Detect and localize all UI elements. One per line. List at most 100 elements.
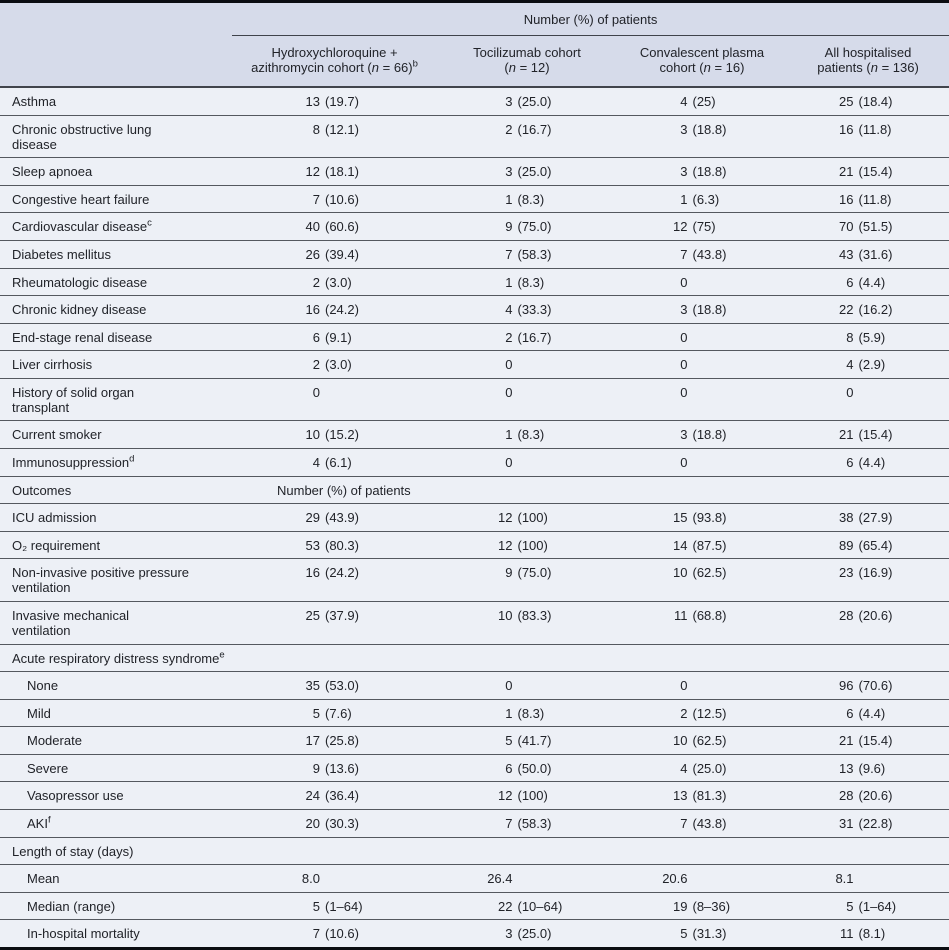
value-cell: 5 (1–64) bbox=[787, 892, 949, 921]
value-cell: 3 (25.0) bbox=[437, 157, 617, 186]
value-cell: 7 (10.6) bbox=[312, 926, 359, 942]
value-cell: 0 bbox=[232, 378, 437, 422]
row-label: Liver cirrhosis bbox=[0, 350, 232, 379]
value-cell: 16 (11.8) bbox=[787, 115, 949, 159]
table-row: ICU admission 29 (43.9) 12 (100) 15 (93.8) 38 (2… bbox=[0, 503, 949, 532]
value-cell: 12 (100) bbox=[437, 503, 617, 532]
table-row: Asthma 13 (19.7) 3 (25.0) 4 (25) 25 (18.4) bbox=[0, 87, 949, 116]
table-row: History of solid organ transplant 0 0 0 0 bbox=[0, 378, 949, 422]
table-body: Asthma 13 (19.7) 3 (25.0) 4 (25) 25 (18.4) Chroni… bbox=[0, 87, 949, 947]
value-cell: 12 (100) bbox=[437, 781, 617, 811]
value-cell: 96 (70.6) bbox=[787, 671, 949, 700]
value-cell: 0 bbox=[437, 378, 617, 422]
row-label: ICU admission bbox=[0, 503, 232, 532]
value-cell: 13 (81.3) bbox=[617, 781, 787, 811]
value-cell: 24 (36.4) bbox=[232, 781, 437, 811]
row-label: Chronic obstructive lung disease bbox=[0, 115, 232, 159]
value-cell: 0 bbox=[617, 378, 787, 422]
value-cell: 20.6 bbox=[617, 864, 787, 893]
value-cell: 0 bbox=[617, 448, 787, 477]
row-label: End-stage renal disease bbox=[0, 323, 232, 352]
row-label: History of solid organ transplant bbox=[0, 378, 232, 422]
row-label: Immunosuppressiond bbox=[0, 448, 232, 477]
table-row: In-hospital mortality 7 (10.6) 3 (25.0) 5 (31.… bbox=[0, 920, 949, 947]
value-cell: 1 (8.3) bbox=[437, 268, 617, 297]
value-cell: 2 (3.0) bbox=[232, 350, 437, 379]
row-label: None bbox=[0, 671, 232, 700]
value-cell: 2 (12.5) bbox=[617, 699, 787, 728]
value-cell: 22 (10–64) bbox=[437, 892, 617, 921]
table-row: AKIf 20 (30.3) 7 (58.3) 7 (43.8) 31 (22.8) bbox=[0, 809, 949, 838]
value-cell: 28 (20.6) bbox=[787, 781, 949, 811]
value-cell: 12 (100) bbox=[437, 531, 617, 560]
row-label: Sleep apnoea bbox=[0, 157, 232, 186]
value-cell: 26 (39.4) bbox=[232, 240, 437, 269]
value-cell: 6 (9.1) bbox=[232, 323, 437, 352]
value-cell: 3 (18.8) bbox=[617, 115, 787, 159]
value-cell: 0 bbox=[617, 323, 787, 352]
value-cell: 20 (30.3) bbox=[232, 809, 437, 838]
value-cell: 9 (13.6) bbox=[232, 754, 437, 783]
value-cell: 1 (8.3) bbox=[437, 185, 617, 214]
value-cell: 7 (43.8) bbox=[617, 809, 787, 838]
table-row: Vasopressor use 24 (36.4) 12 (100) 13 (81.3) 28… bbox=[0, 781, 949, 811]
row-label: In-hospital mortality bbox=[27, 926, 140, 942]
value-cell: 6 (50.0) bbox=[437, 754, 617, 783]
value-cell: 89 (65.4) bbox=[787, 531, 949, 560]
value-cell: 7 (43.8) bbox=[617, 240, 787, 269]
value-cell: 1 (8.3) bbox=[437, 420, 617, 450]
table-row: Chronic obstructive lung disease 8 (12.1) 2… bbox=[0, 115, 949, 159]
value-cell: 31 (22.8) bbox=[787, 809, 949, 838]
table-row: Mean 8.0 26.4 20.6 8.1 bbox=[0, 864, 949, 893]
value-cell: 10 (62.5) bbox=[617, 726, 787, 755]
row-label: AKIf bbox=[0, 809, 232, 838]
value-cell: 8.0 bbox=[232, 864, 437, 893]
value-cell: 21 (15.4) bbox=[787, 420, 949, 450]
value-cell: 25 (18.4) bbox=[787, 87, 949, 116]
row-label: Median (range) bbox=[0, 892, 232, 921]
row-label: Chronic kidney disease bbox=[0, 295, 232, 324]
row-label: Invasive mechanical ventilation bbox=[0, 601, 232, 645]
value-cell: 26.4 bbox=[437, 864, 617, 893]
spanning-header-row: Number (%) of patients bbox=[0, 3, 949, 36]
value-cell: 3 (18.8) bbox=[617, 295, 787, 324]
table-row: Immunosuppressiond 4 (6.1) 0 0 6 (4.4) bbox=[0, 448, 949, 477]
table-row: Congestive heart failure 7 (10.6) 1 (8.3) 1 (6… bbox=[0, 185, 949, 214]
value-cell: 5 (7.6) bbox=[232, 699, 437, 728]
value-cell: 0 bbox=[617, 350, 787, 379]
column-header: Hydroxychloroquine + azithromycin cohort … bbox=[232, 35, 437, 88]
table-row: Liver cirrhosis 2 (3.0) 0 0 4 (2.9) bbox=[0, 350, 949, 379]
value-cell: 10 (15.2) bbox=[232, 420, 437, 450]
value-cell: 9 (75.0) bbox=[437, 212, 617, 241]
value-cell: 4 (25) bbox=[617, 87, 787, 116]
value-cell: 2 (3.0) bbox=[232, 268, 437, 297]
value-cell: 23 (16.9) bbox=[787, 558, 949, 602]
value-cell: 7 (58.3) bbox=[437, 240, 617, 269]
table-row: Current smoker 10 (15.2) 1 (8.3) 3 (18.8) 21 (15… bbox=[0, 420, 949, 450]
value-cell: 28 (20.6) bbox=[787, 601, 949, 645]
table-row: Median (range) 5 (1–64) 22 (10–64) 19 (8–36) 5(… bbox=[0, 892, 949, 921]
value-cell: 4 (33.3) bbox=[437, 295, 617, 324]
table-row: O₂ requirement 53 (80.3) 12 (100) 14 (87.5) 89(… bbox=[0, 531, 949, 560]
value-cell: 7 (58.3) bbox=[437, 809, 617, 838]
value-cell: 0 bbox=[617, 268, 787, 297]
value-cell: 21 (15.4) bbox=[787, 726, 949, 755]
value-cell: 2 (16.7) bbox=[437, 115, 617, 159]
value-cell: 38 (27.9) bbox=[787, 503, 949, 532]
row-label: Vasopressor use bbox=[0, 781, 232, 811]
value-cell: 0 bbox=[787, 378, 949, 422]
value-cell: 9 (75.0) bbox=[437, 558, 617, 602]
value-cell: 19 (8–36) bbox=[617, 892, 787, 921]
value-cell: 5 (41.7) bbox=[437, 726, 617, 755]
value-cell: 6 (4.4) bbox=[787, 268, 949, 297]
value-cell: 8 (5.9) bbox=[787, 323, 949, 352]
value-cell: 15 (93.8) bbox=[617, 503, 787, 532]
value-cell: 12 (75) bbox=[617, 212, 787, 241]
value-cell: 70 (51.5) bbox=[787, 212, 949, 241]
table-row: Outcomes Number (%) of patients bbox=[0, 476, 949, 505]
value-cell: 21 (15.4) bbox=[787, 157, 949, 186]
value-cell: 14 (87.5) bbox=[617, 531, 787, 560]
value-cell: 1 (6.3) bbox=[617, 185, 787, 214]
value-cell: 16 (24.2) bbox=[232, 295, 437, 324]
